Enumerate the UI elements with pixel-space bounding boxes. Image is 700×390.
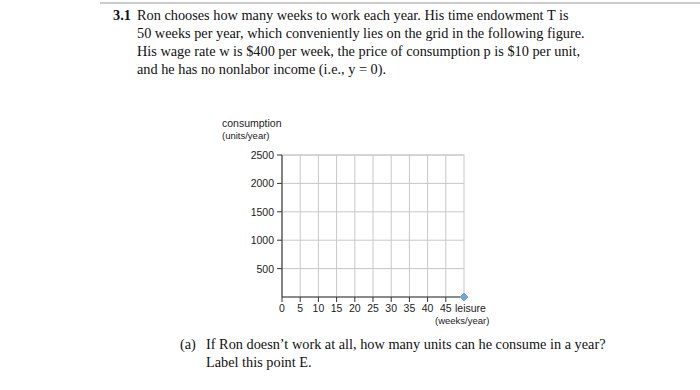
problem-line: Ron chooses how many weeks to work each … — [137, 7, 569, 23]
x-tick-label: 0 — [279, 302, 285, 314]
x-tick-label: 5 — [297, 302, 303, 314]
x-tick-label: 45 — [440, 302, 452, 314]
part-line: If Ron doesn’t work at all, how many uni… — [206, 336, 606, 352]
grid-line — [282, 211, 464, 212]
y-axis-label: (units/year) — [222, 130, 270, 141]
x-tick-label: 20 — [349, 302, 361, 314]
x-tick-label: 30 — [385, 302, 397, 314]
grid-line — [282, 155, 464, 156]
tick-mark — [277, 183, 282, 184]
y-tick-label: 1000 — [251, 234, 275, 246]
grid-line — [336, 155, 337, 297]
part-label: (a) — [180, 336, 196, 353]
grid-line — [282, 240, 464, 241]
grid-line — [282, 268, 464, 269]
part-line: Label this point E. — [206, 354, 312, 370]
x-tick-label: 15 — [331, 302, 343, 314]
x-tick-label: 25 — [367, 302, 379, 314]
grid-line — [409, 155, 410, 297]
x-tick-label: 10 — [313, 302, 325, 314]
grid-line — [373, 155, 374, 297]
y-axis — [282, 155, 283, 297]
grid-line — [354, 155, 355, 297]
tick-mark — [277, 155, 282, 156]
grid-line — [282, 155, 283, 297]
plot-frame — [282, 155, 464, 297]
grid-line — [300, 155, 301, 297]
grid-line — [282, 183, 464, 184]
grid-line — [445, 155, 446, 297]
y-tick-label: 2000 — [251, 177, 275, 189]
tick-mark — [277, 268, 282, 269]
grid-line — [318, 155, 319, 297]
x-axis-label: (weeks/year) — [435, 315, 489, 326]
grid-line — [427, 155, 428, 297]
x-tick-label: 40 — [422, 302, 434, 314]
point — [460, 293, 468, 301]
problem-line: 50 weeks per year, which conveniently li… — [137, 25, 585, 41]
x-tick-label: 35 — [404, 302, 416, 314]
y-tick-label: 1500 — [251, 206, 275, 218]
problem-line: and he has no nonlabor income (i.e., y =… — [137, 61, 386, 78]
top-rule — [100, 3, 700, 4]
problem-number: 3.1 — [113, 7, 131, 23]
y-tick-label: 2500 — [251, 149, 275, 161]
tick-mark — [277, 240, 282, 241]
grid-line — [391, 155, 392, 297]
problem-line: His wage rate w is $400 per week, the pr… — [137, 43, 580, 59]
y-tick-label: 500 — [256, 263, 274, 275]
y-axis-label: consumption — [222, 117, 282, 129]
x-axis-label: leisure — [455, 302, 486, 314]
marks — [460, 293, 468, 301]
tick-mark — [277, 211, 282, 212]
chart: 500 1000 1500 2000 2500 05 10 15 20 25 30 35 40 45 con… — [222, 117, 489, 326]
